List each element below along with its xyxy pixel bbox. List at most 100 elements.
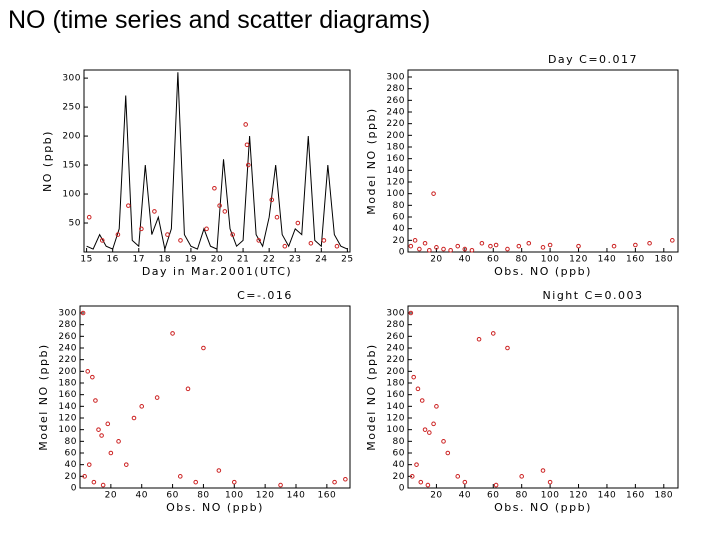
- y-tick-label: 220: [58, 355, 77, 365]
- data-point: [204, 226, 209, 232]
- data-point: [411, 374, 416, 380]
- data-point: [82, 474, 87, 479]
- data-point: [408, 243, 414, 249]
- data-point: [99, 433, 104, 438]
- y-tick-label: 140: [58, 402, 77, 412]
- data-point: [217, 203, 222, 208]
- data-point: [422, 427, 428, 432]
- y-tick-label: 50: [69, 219, 81, 229]
- y-tick-label: 40: [393, 460, 405, 470]
- data-point: [154, 395, 160, 400]
- data-point: [576, 243, 581, 249]
- plot-frame: [407, 69, 679, 253]
- x-tick-label: 80: [515, 255, 527, 265]
- data-point: [170, 331, 175, 336]
- x-tick-label: 21: [237, 255, 249, 265]
- data-point: [540, 245, 546, 250]
- x-tick-label: 22: [263, 255, 275, 265]
- y-tick-label: 60: [65, 449, 77, 459]
- y-tick-label: 100: [58, 425, 77, 435]
- y-tick-label: 280: [58, 320, 77, 330]
- y-tick-label: 220: [386, 355, 405, 365]
- data-point: [455, 474, 461, 479]
- data-point: [177, 474, 183, 479]
- data-point: [417, 246, 422, 252]
- y-tick-label: 240: [58, 344, 77, 354]
- data-point: [516, 243, 522, 249]
- y-tick-label: 20: [393, 236, 405, 246]
- data-point: [441, 246, 446, 252]
- data-point: [445, 450, 451, 456]
- data-point: [152, 209, 157, 214]
- data-point: [647, 240, 652, 246]
- data-point: [425, 482, 431, 488]
- data-point: [547, 479, 553, 485]
- x-tick-label: 23: [289, 255, 301, 265]
- data-point: [334, 243, 340, 249]
- y-tick-label: 140: [386, 166, 405, 176]
- data-point: [244, 142, 250, 148]
- chart-title: Day C=0.017: [548, 53, 638, 66]
- data-point: [93, 398, 98, 403]
- y-tick-label: 250: [62, 103, 81, 113]
- y-tick-label: 120: [386, 178, 405, 188]
- data-point: [115, 232, 121, 237]
- data-point: [193, 479, 199, 485]
- y-tick-label: 20: [65, 472, 77, 482]
- y-tick-label: 140: [386, 402, 405, 412]
- data-point: [408, 310, 414, 316]
- data-point: [488, 243, 493, 249]
- x-tick-label: 40: [135, 491, 147, 501]
- data-point: [165, 232, 170, 237]
- x-tick-label: 20: [105, 491, 117, 501]
- data-point: [86, 462, 92, 467]
- data-point: [108, 450, 114, 456]
- data-point: [414, 462, 419, 467]
- data-point: [462, 479, 468, 485]
- x-tick-label: 15: [80, 255, 92, 265]
- y-tick-label: 0: [399, 484, 405, 494]
- data-point: [139, 226, 144, 232]
- y-tick-label: 40: [65, 460, 77, 470]
- slide-title: NO (time series and scatter diagrams): [8, 6, 431, 34]
- y-tick-label: 240: [386, 108, 405, 118]
- data-point: [490, 331, 496, 336]
- data-point: [178, 238, 183, 243]
- x-tick-label: 40: [459, 491, 471, 501]
- x-tick-label: 20: [430, 255, 442, 265]
- data-point: [419, 398, 425, 403]
- data-point: [448, 247, 453, 253]
- data-point: [100, 482, 106, 488]
- data-point: [427, 247, 432, 253]
- x-axis-label: Obs. NO (ppb): [494, 265, 592, 278]
- x-tick-label: 140: [287, 491, 306, 501]
- data-point: [332, 479, 337, 485]
- data-point: [455, 243, 461, 249]
- chart-title: Night C=0.003: [543, 289, 644, 302]
- y-tick-label: 150: [62, 161, 81, 171]
- data-point: [86, 214, 92, 220]
- x-tick-label: 80: [197, 491, 209, 501]
- y-tick-label: 180: [386, 143, 405, 153]
- data-point: [96, 427, 101, 432]
- data-point: [308, 241, 314, 246]
- y-tick-label: 80: [393, 437, 405, 447]
- data-point: [90, 374, 95, 380]
- y-tick-label: 300: [386, 309, 405, 319]
- data-point: [99, 238, 105, 243]
- data-point: [434, 404, 439, 409]
- y-tick-label: 300: [62, 74, 81, 84]
- y-tick-label: 220: [386, 119, 405, 129]
- x-axis-label: Obs. NO (ppb): [494, 501, 592, 514]
- data-point: [469, 247, 475, 253]
- y-tick-label: 120: [58, 414, 77, 424]
- x-tick-label: 19: [185, 255, 197, 265]
- y-tick-label: 100: [386, 189, 405, 199]
- x-tick-label: 24: [315, 255, 327, 265]
- x-tick-label: 180: [654, 491, 673, 501]
- y-tick-label: 160: [58, 390, 77, 400]
- y-tick-label: 260: [386, 96, 405, 106]
- data-point: [243, 122, 248, 127]
- data-point: [526, 240, 532, 246]
